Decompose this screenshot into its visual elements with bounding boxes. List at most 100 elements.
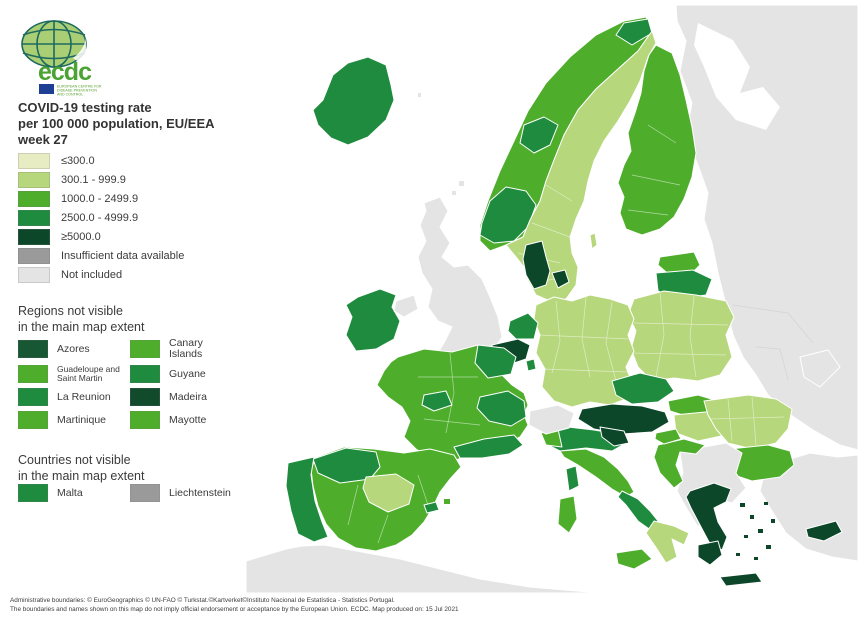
region-ireland: [345, 288, 401, 352]
poland-nuts-borders: [631, 292, 729, 378]
region-france-east: [476, 390, 527, 427]
legend-row: Insufficient data available: [18, 246, 184, 265]
region-poland: [627, 290, 735, 382]
finland-nuts-borders: [627, 124, 681, 216]
region-slovenia: [654, 428, 682, 445]
region-greece: [685, 482, 732, 551]
region-orkney: [452, 191, 456, 195]
region-item-madeira: Madeira: [130, 388, 233, 406]
logo-org-line2: DISEASE PREVENTION: [57, 89, 97, 93]
country-item-label: Liechtenstein: [169, 486, 231, 499]
legend-label: 2500.0 - 4999.9: [61, 211, 139, 224]
region-item-label: Mayotte: [169, 413, 207, 426]
region-northern-ireland: [393, 294, 419, 318]
region-romania: [703, 394, 793, 450]
france-nuts-borders: [418, 352, 481, 434]
region-france-west: [421, 390, 453, 412]
region-item-martinique: Martinique: [18, 411, 130, 429]
region-item-label: Guadeloupe and Saint Martin: [57, 364, 120, 383]
legend-label: 1000.0 - 2499.9: [61, 192, 139, 205]
map-attribution: Administrative boundaries: © EuroGeograp…: [10, 597, 650, 614]
legend-swatch: [18, 209, 50, 226]
region-item-canary-islands: Canary Islands: [130, 338, 233, 360]
region-faroe: [418, 93, 421, 97]
legend-row: 2500.0 - 4999.9: [18, 208, 184, 227]
countries-heading-line1: Countries not visible: [18, 453, 131, 467]
region-item-label: Madeira: [169, 390, 207, 403]
regions-heading-line2: in the main map extent: [18, 320, 145, 334]
europe-choropleth-map: [228, 4, 859, 594]
legend-swatch: [18, 228, 50, 245]
region-spain-center: [362, 473, 415, 513]
region-swatch: [130, 411, 160, 429]
attribution-line1: Administrative boundaries: © EuroGeograp…: [10, 597, 395, 604]
countries-heading-line2: in the main map extent: [18, 469, 145, 483]
region-item-azores: Azores: [18, 338, 130, 360]
title-line-3: week 27: [18, 132, 68, 147]
legend-swatch: [18, 266, 50, 283]
region-croatia: [653, 438, 706, 489]
region-item-guadeloupe: Guadeloupe and Saint Martin: [18, 365, 130, 383]
region-sicily: [615, 548, 653, 570]
region-peloponnese: [697, 540, 723, 566]
regions-heading-line1: Regions not visible: [18, 304, 123, 318]
legend-row: ≤300.0: [18, 151, 184, 170]
region-north-africa: [245, 544, 649, 594]
region-gotland: [589, 232, 598, 250]
region-iceland: [312, 56, 395, 146]
region-item-mayotte: Mayotte: [130, 411, 233, 429]
region-spain-northwest: [312, 447, 381, 484]
countries-not-visible-list: Malta Liechtenstein: [18, 484, 278, 502]
attribution-line2: The boundaries and names shown on this m…: [10, 605, 459, 613]
region-france-northeast: [474, 344, 517, 379]
region-swatch: [18, 340, 48, 358]
ecdc-logo: ecdc EUROPEAN CENTRE FOR DISEASE PREVENT…: [21, 20, 102, 97]
eu-flag-icon: [39, 84, 54, 94]
region-swatch: [18, 365, 48, 383]
region-item-label: La Reunion: [57, 390, 111, 403]
countries-not-visible-heading: Countries not visible in the main map ex…: [18, 452, 144, 484]
region-italy-south: [645, 520, 690, 564]
title-line-2: per 100 000 population, EU/EEA: [18, 116, 215, 131]
region-menorca: [444, 499, 450, 504]
sweden-nuts-borders: [517, 184, 573, 284]
spain-nuts-borders: [347, 474, 429, 544]
logo-org-line3: AND CONTROL: [57, 93, 83, 97]
region-russia-east: [675, 4, 859, 451]
region-norway-mid: [519, 116, 559, 154]
region-crimea: [799, 349, 841, 388]
logo-org-line1: EUROPEAN CENTRE FOR: [57, 85, 102, 89]
region-sardinia: [557, 495, 578, 534]
region-cyprus: [805, 520, 843, 542]
region-mallorca: [423, 501, 440, 514]
legend-swatch: [18, 171, 50, 188]
legend-swatch: [18, 190, 50, 207]
title-line-1: COVID-19 testing rate: [18, 100, 152, 115]
country-item-label: Malta: [57, 486, 83, 499]
region-norway-north: [615, 18, 653, 46]
aegean-islands: [736, 502, 775, 560]
region-item-la-reunion: La Reunion: [18, 388, 130, 406]
legend: ≤300.0 300.1 - 999.9 1000.0 - 2499.9 250…: [18, 151, 184, 284]
region-france-south: [453, 434, 524, 459]
white-sea: [694, 23, 780, 130]
region-corsica: [565, 465, 580, 492]
region-italy-northeast: [599, 426, 630, 447]
germany-nuts-borders: [537, 296, 631, 382]
globe-icon: [21, 20, 87, 68]
region-item-label: Guyane: [169, 367, 206, 380]
region-shetland: [459, 181, 464, 186]
region-finland: [617, 44, 697, 236]
legend-row: ≥5000.0: [18, 227, 184, 246]
region-denmark-islands: [551, 269, 570, 289]
region-item-label: Azores: [57, 342, 90, 355]
region-swatch: [18, 388, 48, 406]
region-denmark: [522, 240, 551, 290]
regions-not-visible-list: Azores Canary Islands Guadeloupe and Sai…: [18, 338, 233, 429]
ecdc-acronym: ecdc: [38, 58, 92, 86]
map-title: COVID-19 testing rate per 100 000 popula…: [18, 100, 215, 148]
region-swatch: [130, 365, 160, 383]
legend-label: ≥5000.0: [61, 230, 101, 243]
legend-label: Insufficient data available: [61, 249, 185, 262]
region-austria: [577, 403, 670, 435]
